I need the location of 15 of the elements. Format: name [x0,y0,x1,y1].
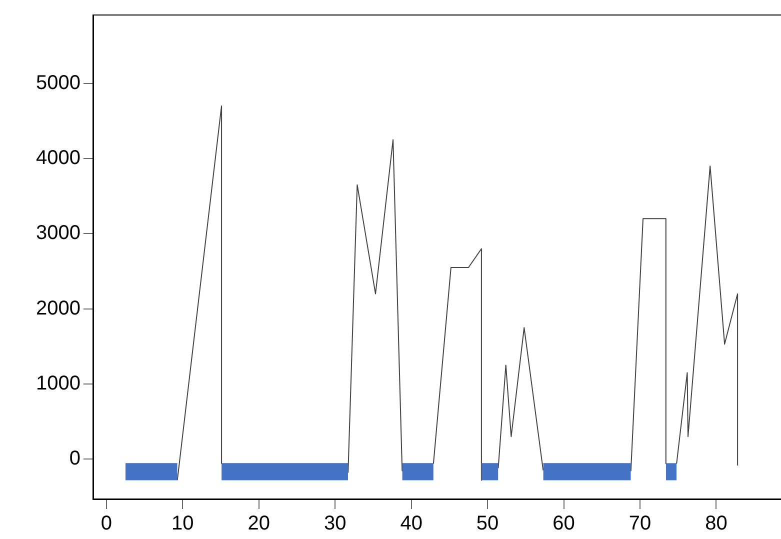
x-tick-label: 80 [705,512,728,535]
x-tick-label: 40 [400,512,422,535]
y-tick-label: 0 [69,448,80,470]
x-tick-label: 50 [476,512,499,535]
x-tick-label: 70 [628,512,652,535]
y-tick-label: 4000 [36,147,80,170]
x-tick-label: 20 [248,512,270,535]
x-tick-label: 30 [324,512,346,535]
y-tick-label: 2000 [36,297,80,320]
y-tick-label: 1000 [36,372,80,395]
y-tick-label: 5000 [36,72,80,94]
x-tick-label: 0 [100,512,112,535]
y-tick-label: 3000 [36,222,80,244]
x-tick-label: 10 [172,512,194,535]
x-tick-label: 60 [552,512,575,535]
